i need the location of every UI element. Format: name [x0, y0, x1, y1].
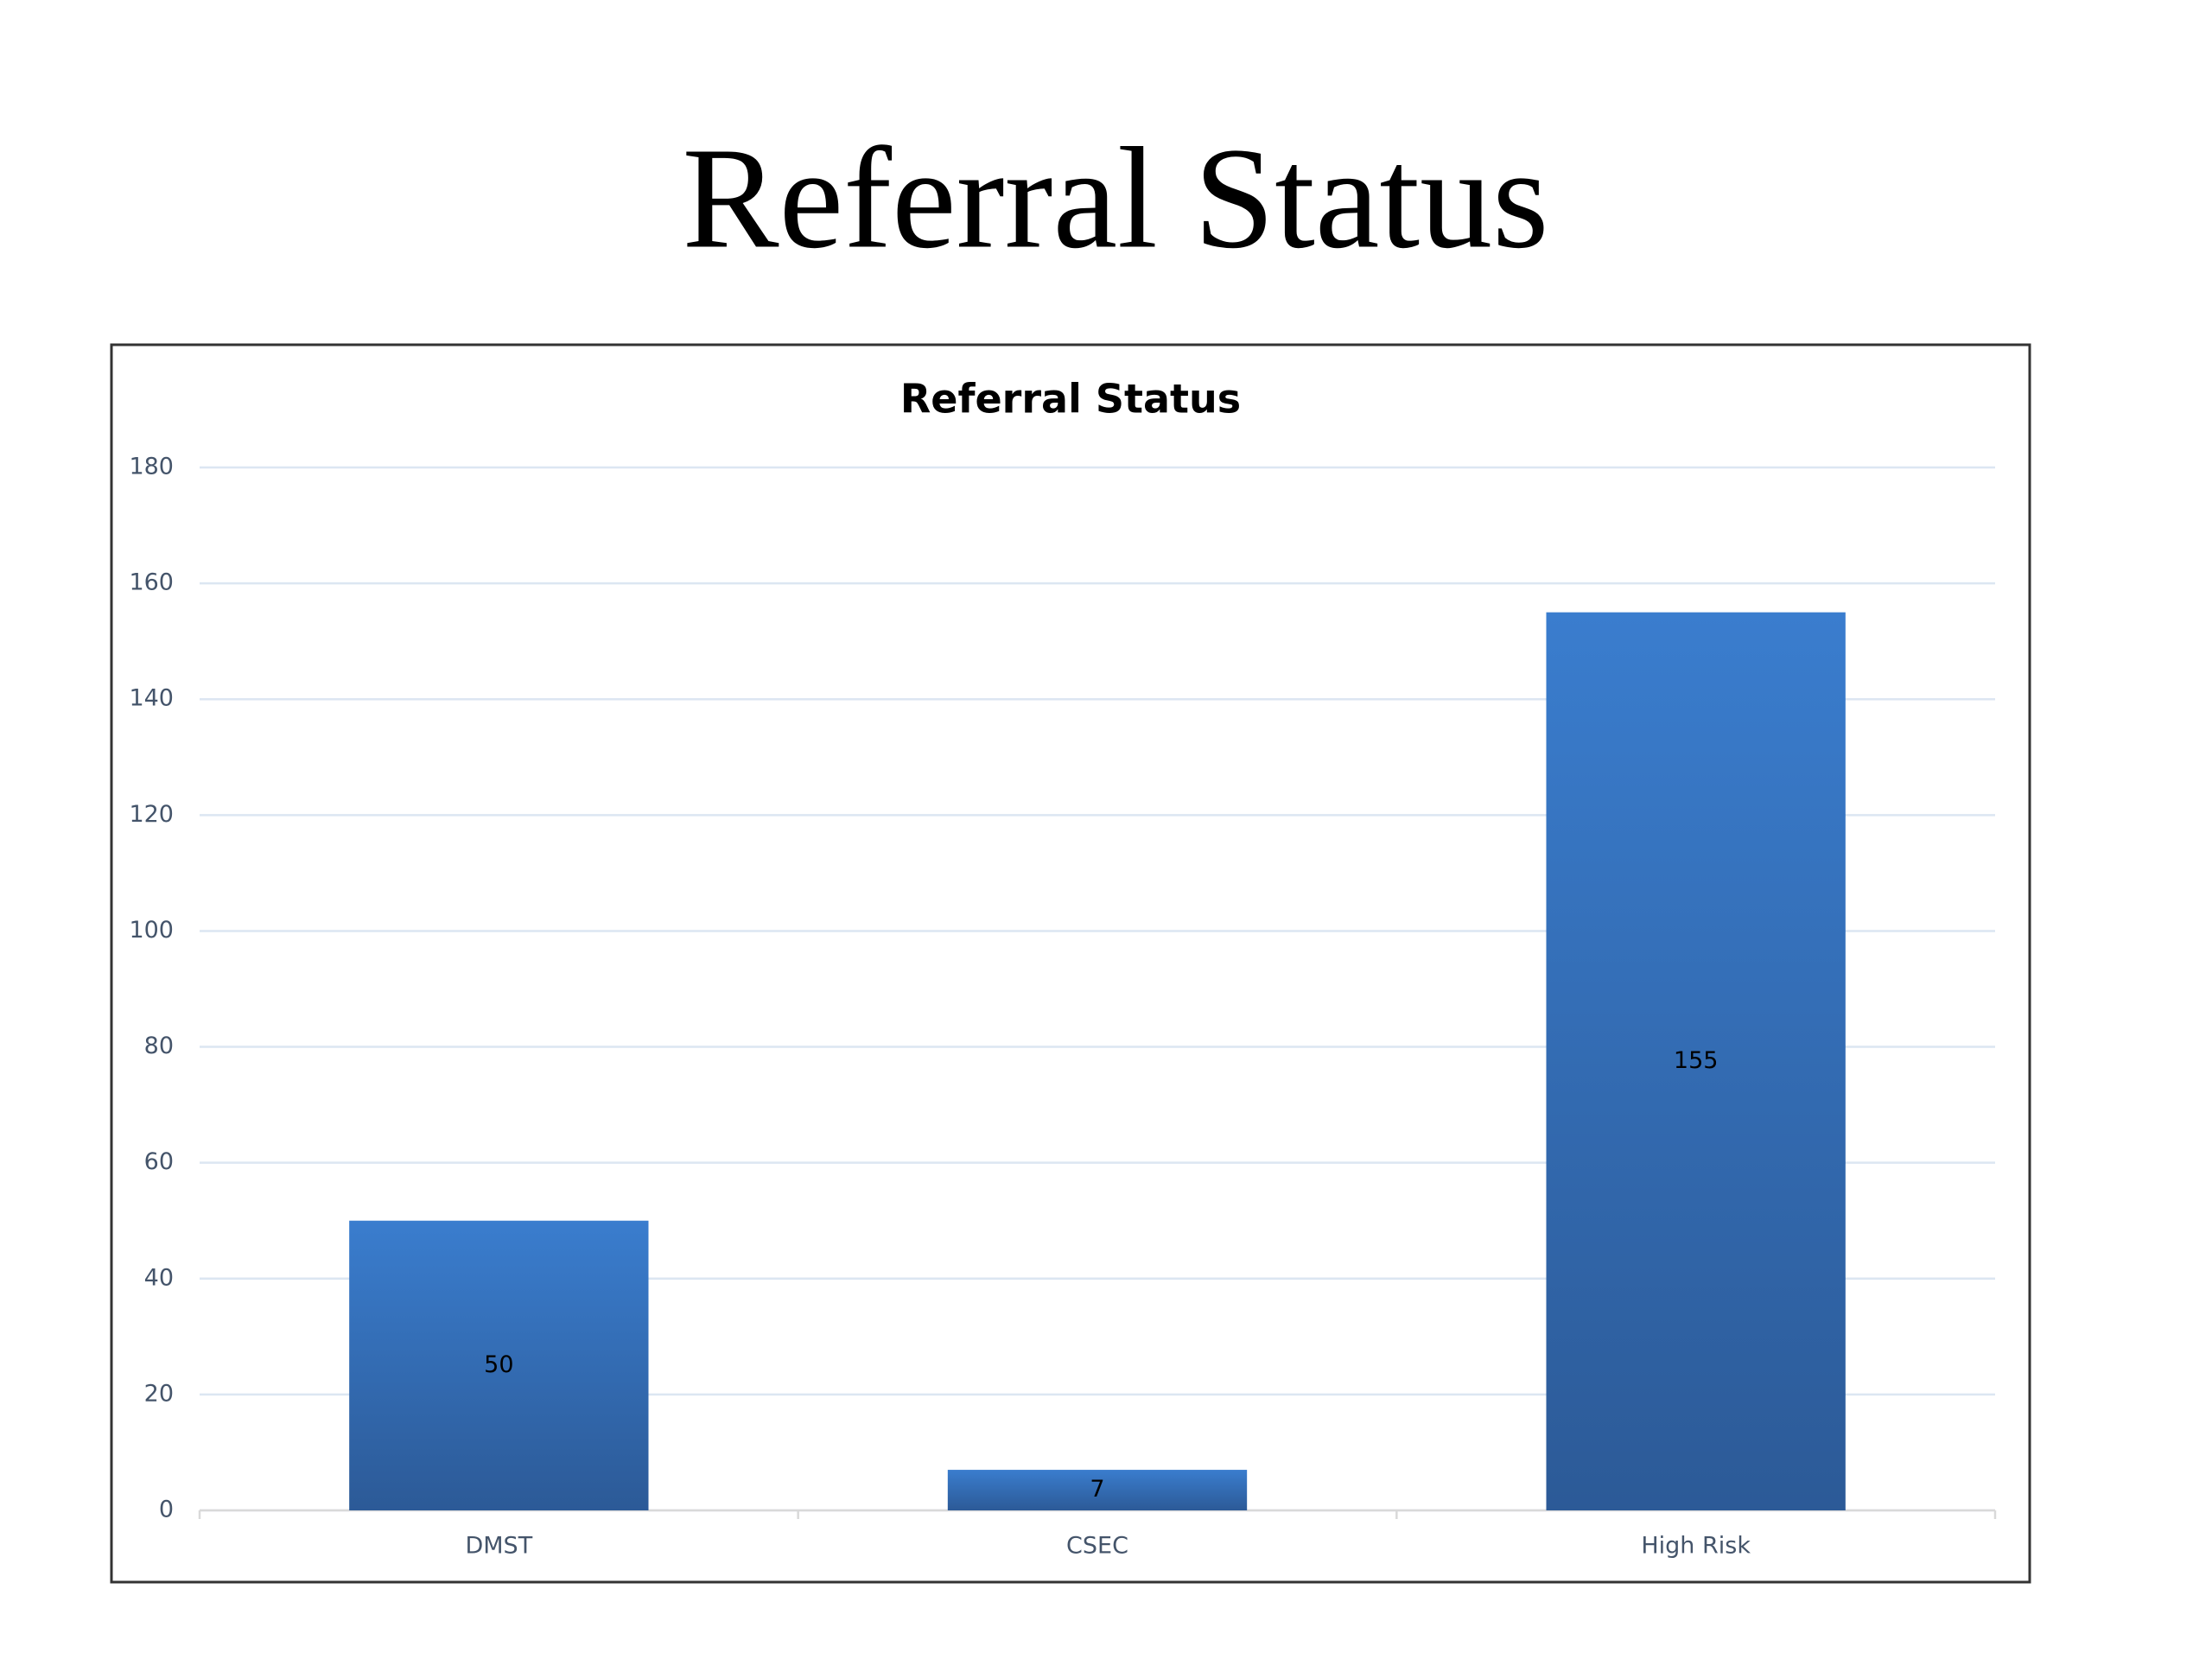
- x-tick-label: CSEC: [1066, 1533, 1128, 1560]
- y-tick-label: 100: [129, 917, 174, 944]
- bar: [947, 1470, 1248, 1510]
- bar: [349, 1220, 649, 1510]
- bar: [1546, 612, 1846, 1510]
- data-label: 50: [484, 1351, 513, 1378]
- data-label: 7: [1090, 1476, 1104, 1503]
- y-tick-label: 80: [144, 1033, 174, 1059]
- slide-title: Referral Status: [683, 118, 1549, 279]
- y-tick-label: 160: [129, 569, 174, 596]
- y-tick-label: 180: [129, 454, 174, 480]
- x-tick-label: DMST: [465, 1533, 532, 1560]
- y-tick-label: 120: [129, 801, 174, 828]
- y-tick-label: 0: [159, 1497, 174, 1523]
- plot-area: 0 20 40 60 80 100 120 140 160 180 DMST 50 CSEC 7 High …: [129, 454, 1997, 1560]
- y-tick-label: 20: [144, 1380, 174, 1407]
- chart-title: Referral Status: [900, 376, 1241, 423]
- y-tick-label: 60: [144, 1148, 174, 1175]
- y-tick-label: 40: [144, 1264, 174, 1291]
- data-label: 155: [1674, 1047, 1719, 1074]
- x-tick-label: High Risk: [1641, 1533, 1751, 1560]
- y-tick-label: 140: [129, 685, 174, 712]
